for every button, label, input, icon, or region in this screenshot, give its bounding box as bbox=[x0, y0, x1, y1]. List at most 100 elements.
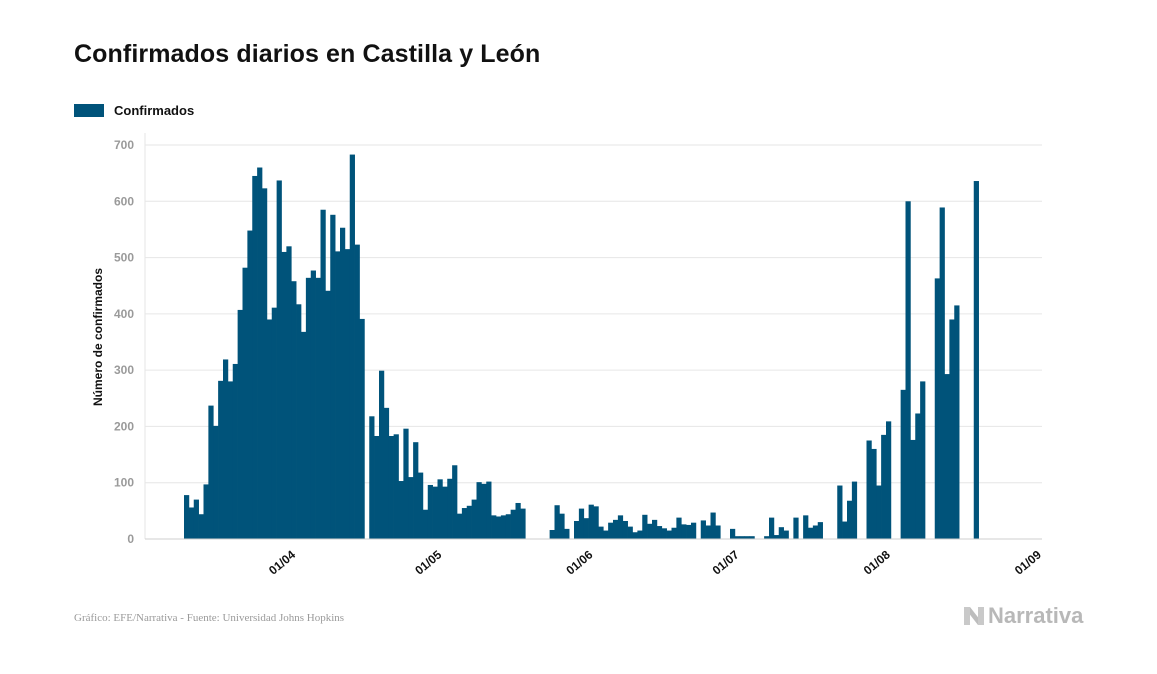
x-tick-label: 01/09 bbox=[1012, 547, 1044, 577]
bar bbox=[549, 529, 555, 539]
bar bbox=[237, 309, 243, 539]
bar bbox=[447, 478, 453, 539]
bar bbox=[617, 515, 624, 539]
bar bbox=[374, 435, 380, 539]
bar bbox=[773, 535, 780, 539]
bar bbox=[510, 509, 516, 539]
bar bbox=[340, 227, 346, 540]
bar bbox=[422, 509, 429, 539]
bar bbox=[705, 525, 711, 539]
bar bbox=[427, 484, 433, 539]
bar bbox=[603, 530, 609, 539]
bar bbox=[271, 307, 277, 539]
bar bbox=[500, 515, 507, 539]
y-axis-label: Número de confirmados bbox=[91, 268, 105, 406]
bar bbox=[944, 374, 950, 539]
bar bbox=[310, 270, 316, 539]
bar bbox=[305, 277, 312, 539]
brand-logo: Narrativa bbox=[963, 603, 1083, 629]
y-tick-label: 200 bbox=[114, 419, 134, 433]
bar bbox=[871, 448, 877, 539]
y-tick-label: 300 bbox=[114, 363, 134, 377]
bar bbox=[388, 435, 394, 539]
bar bbox=[559, 513, 565, 539]
y-tick-label: 0 bbox=[127, 532, 134, 546]
bar bbox=[803, 515, 809, 539]
bar bbox=[847, 500, 853, 539]
bar bbox=[837, 485, 843, 539]
bar bbox=[442, 486, 448, 539]
bar bbox=[793, 517, 799, 539]
bar bbox=[208, 405, 214, 539]
bar bbox=[876, 485, 882, 539]
bar bbox=[627, 526, 633, 539]
x-tick-label: 01/06 bbox=[563, 547, 595, 577]
bar bbox=[588, 504, 594, 539]
bar bbox=[379, 370, 385, 539]
bar bbox=[496, 516, 502, 539]
bar bbox=[227, 381, 234, 539]
bar bbox=[739, 536, 745, 539]
y-tick-label: 600 bbox=[114, 194, 134, 208]
bar bbox=[296, 304, 302, 539]
bar bbox=[769, 517, 775, 539]
bar bbox=[900, 389, 906, 539]
bar bbox=[325, 290, 331, 539]
bar bbox=[647, 523, 653, 539]
bar bbox=[247, 230, 253, 539]
bar bbox=[593, 506, 599, 539]
bar bbox=[184, 495, 190, 539]
bar bbox=[457, 513, 463, 539]
bar bbox=[344, 249, 351, 539]
bar bbox=[398, 481, 404, 539]
bar bbox=[851, 481, 858, 539]
bar bbox=[393, 434, 399, 539]
bar bbox=[578, 508, 585, 539]
bar bbox=[520, 508, 526, 539]
bar bbox=[198, 514, 204, 539]
legend-swatch bbox=[74, 104, 104, 117]
bar bbox=[515, 502, 521, 539]
bar bbox=[749, 536, 755, 539]
bar bbox=[432, 486, 438, 539]
bar bbox=[266, 319, 273, 539]
bar bbox=[637, 530, 643, 539]
bar bbox=[349, 154, 355, 539]
bar bbox=[466, 505, 472, 539]
bar bbox=[203, 484, 209, 539]
bar bbox=[744, 536, 750, 539]
legend-label: Confirmados bbox=[114, 103, 195, 118]
bar bbox=[330, 214, 336, 539]
bar bbox=[652, 519, 658, 539]
source-note: Gráfico: EFE/Narrativa - Fuente: Univers… bbox=[74, 612, 345, 624]
x-tick-label: 01/04 bbox=[266, 547, 298, 577]
bar bbox=[666, 530, 672, 539]
y-tick-label: 700 bbox=[114, 138, 134, 152]
bar bbox=[656, 526, 663, 539]
bar bbox=[671, 527, 677, 539]
bar bbox=[452, 465, 458, 539]
bar bbox=[915, 413, 921, 539]
bar bbox=[730, 528, 736, 539]
bars bbox=[184, 154, 979, 540]
legend: Confirmados bbox=[74, 103, 194, 118]
bar bbox=[188, 507, 195, 539]
bar bbox=[481, 483, 487, 539]
bar bbox=[369, 416, 375, 539]
bar bbox=[598, 526, 604, 539]
bar bbox=[881, 434, 887, 539]
bar bbox=[691, 522, 697, 539]
bar bbox=[301, 331, 307, 539]
bar bbox=[232, 363, 238, 539]
bar bbox=[471, 499, 477, 539]
bar bbox=[491, 515, 497, 539]
bar bbox=[252, 175, 258, 539]
bar bbox=[949, 319, 955, 539]
narrativa-logo-icon bbox=[964, 607, 984, 625]
bar bbox=[954, 305, 960, 539]
bar bbox=[193, 499, 199, 539]
x-tick-label: 01/08 bbox=[861, 547, 893, 577]
bar bbox=[354, 244, 360, 539]
bar bbox=[223, 359, 229, 539]
